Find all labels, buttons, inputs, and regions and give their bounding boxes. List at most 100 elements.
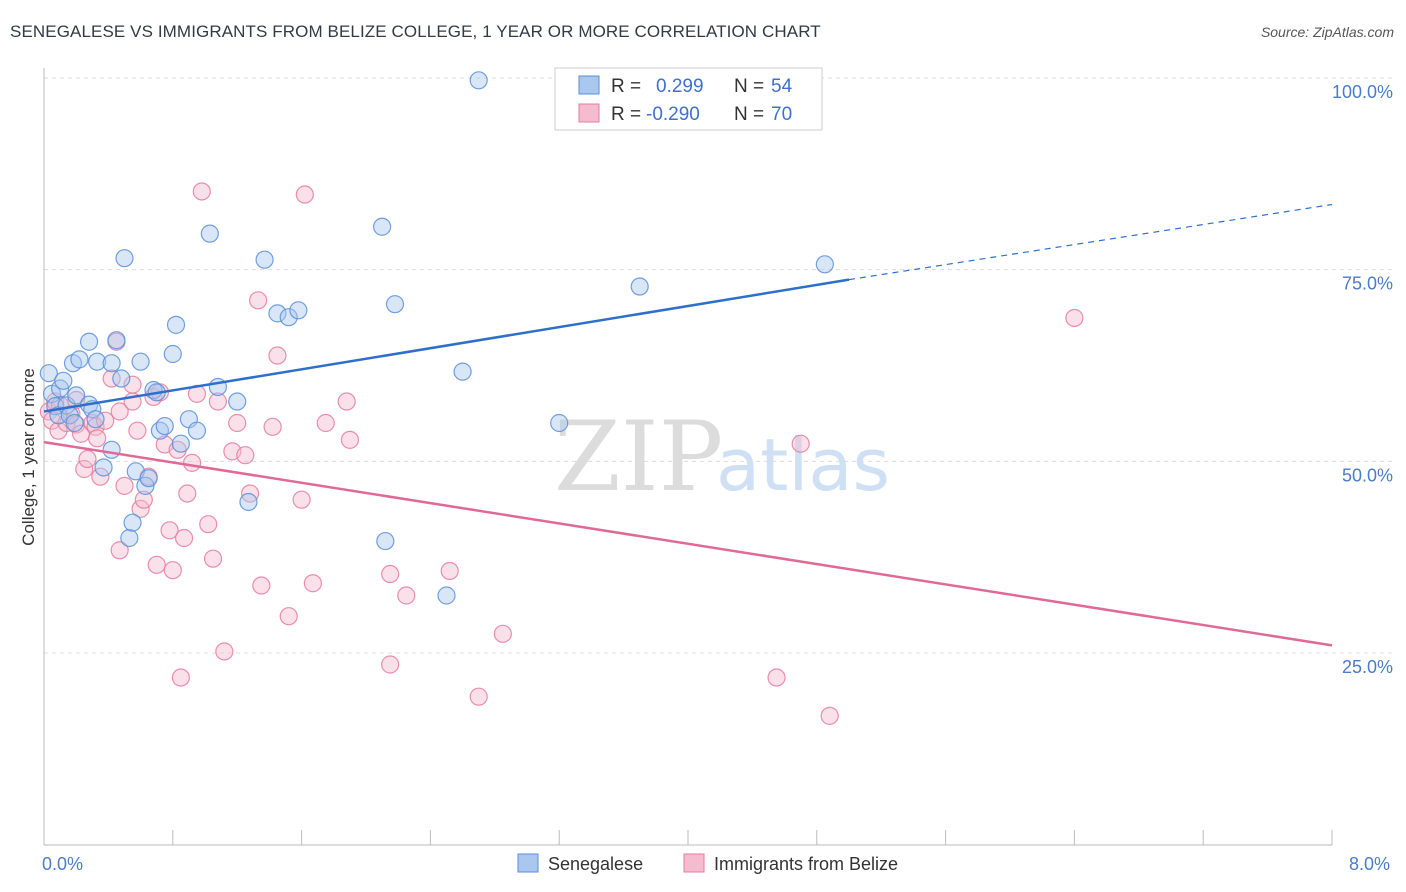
point-senegalese-22: [115, 249, 134, 268]
point-belize-28: [147, 555, 166, 574]
y-tick-label-2: 75.0%: [1342, 274, 1393, 294]
point-belize-17: [102, 369, 121, 388]
point-belize-35: [174, 528, 194, 548]
point-belize-43: [215, 642, 234, 661]
legend-swatch-senegalese: [578, 75, 600, 95]
bottom-legend-label-senegalese: Senegalese: [548, 854, 643, 874]
point-senegalese-37: [187, 421, 207, 440]
point-senegalese-49: [437, 586, 456, 605]
point-senegalese-11: [70, 350, 89, 369]
point-senegalese-5: [54, 371, 73, 390]
point-senegalese-35: [171, 434, 190, 453]
point-belize-37: [183, 453, 202, 472]
bottom-legend-swatch-belize: [683, 853, 705, 873]
trend-line-belize: [43, 440, 1333, 647]
point-belize-13: [86, 417, 105, 436]
point-senegalese-24: [123, 513, 142, 532]
watermark-zip: ZIP: [554, 401, 723, 513]
point-belize-61: [397, 586, 416, 605]
point-belize-32: [163, 561, 182, 580]
point-belize-54: [295, 185, 314, 204]
x-tick-labels: 0.0% 8.0%: [42, 854, 1390, 874]
point-belize-34: [171, 668, 190, 687]
point-senegalese-32: [155, 416, 174, 436]
chart-source: Source: ZipAtlas.com: [1260, 24, 1394, 40]
point-senegalese-53: [630, 277, 649, 296]
point-senegalese-0: [39, 364, 58, 383]
point-belize-14: [88, 429, 107, 448]
legend-r-label-belize: R =: [611, 104, 641, 125]
point-belize-23: [128, 421, 147, 440]
point-senegalese-46: [373, 217, 392, 236]
point-senegalese-38: [200, 224, 219, 243]
point-belize-42: [208, 392, 227, 411]
bottom-legend-swatch-senegalese: [517, 853, 539, 873]
point-belize-49: [252, 576, 271, 595]
point-belize-53: [292, 490, 311, 509]
legend-swatch-belize: [578, 103, 600, 123]
watermark-atlas: atlas: [716, 423, 890, 507]
watermark: ZIP atlas: [554, 401, 890, 513]
point-senegalese-23: [120, 528, 139, 548]
point-senegalese-16: [88, 352, 107, 371]
point-belize-25: [134, 490, 153, 509]
point-belize-40: [199, 515, 218, 534]
axis-layer: [43, 68, 1333, 846]
bottom-legend: Senegalese Immigrants from Belize: [517, 853, 898, 874]
point-belize-60: [381, 655, 400, 674]
point-belize-69: [123, 375, 142, 394]
trend-layer: [43, 203, 1333, 647]
point-senegalese-26: [131, 352, 150, 371]
point-belize-11: [78, 449, 97, 469]
legend-r-value-belize: -0.290: [646, 104, 700, 125]
legend-r-value-senegalese: 0.299: [656, 76, 704, 97]
point-senegalese-28: [139, 469, 158, 488]
point-belize-21: [115, 476, 134, 495]
x-tick-label-max: 8.0%: [1349, 854, 1390, 874]
y-axis-label: College, 1 year or more: [19, 368, 38, 546]
grid-layer: [44, 77, 1392, 654]
legend-n-label-senegalese: N =: [734, 76, 764, 97]
point-belize-41: [203, 549, 223, 568]
y-tick-label-3: 100.0%: [1332, 82, 1393, 102]
point-belize-63: [469, 687, 488, 706]
point-belize-56: [316, 413, 335, 433]
point-senegalese-20: [107, 331, 126, 350]
point-belize-10: [75, 459, 94, 479]
point-belize-46: [236, 446, 255, 465]
point-senegalese-54: [815, 255, 834, 274]
trend-line-senegalese-extension: [848, 203, 1333, 281]
x-tick-label-min: 0.0%: [42, 854, 83, 874]
point-belize-20: [110, 541, 129, 560]
point-belize-66: [791, 434, 810, 453]
point-belize-48: [249, 291, 268, 310]
point-belize-50: [263, 417, 282, 436]
point-senegalese-9: [65, 413, 84, 433]
point-senegalese-21: [112, 369, 131, 388]
point-senegalese-51: [469, 71, 488, 90]
point-senegalese-47: [376, 531, 395, 551]
y-tick-label-1: 50.0%: [1342, 465, 1393, 485]
point-belize-62: [440, 561, 459, 581]
point-senegalese-44: [279, 308, 298, 327]
point-senegalese-50: [453, 362, 472, 381]
point-senegalese-19: [102, 440, 121, 459]
point-belize-64: [493, 624, 512, 643]
point-senegalese-8: [67, 386, 86, 405]
bottom-legend-label-belize: Immigrants from Belize: [714, 854, 898, 874]
point-belize-58: [340, 430, 359, 449]
legend-r-label-senegalese: R =: [611, 76, 641, 97]
point-belize-55: [303, 574, 322, 593]
point-belize-57: [337, 392, 356, 411]
legend-n-value-belize: 70: [771, 104, 792, 125]
point-senegalese-48: [385, 295, 405, 314]
legend-n-value-senegalese: 54: [771, 76, 793, 97]
point-senegalese-41: [239, 492, 258, 512]
point-belize-65: [767, 668, 786, 687]
point-senegalese-45: [289, 301, 308, 320]
point-belize-36: [178, 484, 197, 503]
point-senegalese-34: [166, 315, 186, 334]
point-senegalese-18: [102, 354, 121, 373]
point-belize-19: [110, 402, 129, 421]
